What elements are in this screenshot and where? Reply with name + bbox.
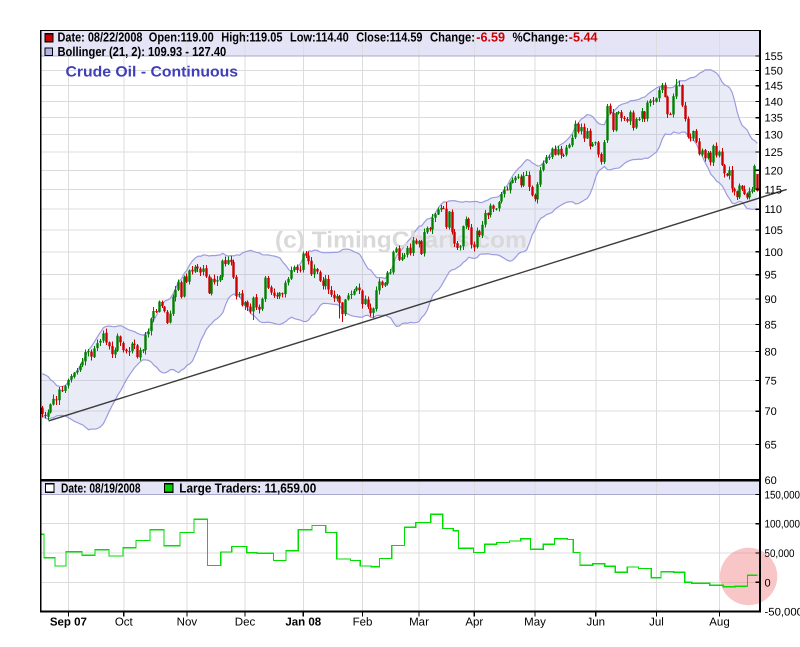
svg-text:85: 85 bbox=[765, 319, 777, 331]
svg-text:Date: 08/22/2008: Date: 08/22/2008 bbox=[58, 30, 143, 45]
svg-text:Dec: Dec bbox=[235, 617, 256, 629]
svg-text:65: 65 bbox=[765, 439, 777, 451]
svg-text:-6.59: -6.59 bbox=[476, 30, 505, 45]
svg-text:-50,000: -50,000 bbox=[765, 607, 800, 619]
svg-text:70: 70 bbox=[765, 406, 777, 418]
svg-text:115: 115 bbox=[765, 184, 783, 196]
svg-text:Mar: Mar bbox=[409, 617, 429, 629]
svg-text:Low:114.40: Low:114.40 bbox=[290, 30, 349, 45]
svg-text:145: 145 bbox=[765, 81, 783, 93]
svg-text:Jun: Jun bbox=[587, 617, 606, 629]
svg-text:Feb: Feb bbox=[353, 617, 373, 629]
svg-text:135: 135 bbox=[765, 113, 783, 125]
svg-text:80: 80 bbox=[765, 347, 777, 359]
svg-text:Open:119.00: Open:119.00 bbox=[149, 30, 214, 45]
svg-text:%Change:: %Change: bbox=[513, 30, 569, 45]
svg-text:Close:114.59: Close:114.59 bbox=[356, 30, 422, 45]
svg-text:130: 130 bbox=[765, 130, 783, 142]
svg-text:Crude Oil - Continuous: Crude Oil - Continuous bbox=[66, 65, 239, 81]
svg-text:0: 0 bbox=[765, 577, 771, 589]
svg-text:105: 105 bbox=[765, 225, 783, 237]
svg-text:60: 60 bbox=[765, 475, 777, 487]
svg-text:110: 110 bbox=[765, 204, 783, 216]
svg-text:90: 90 bbox=[765, 294, 777, 306]
svg-text:95: 95 bbox=[765, 270, 777, 282]
svg-text:Jan 08: Jan 08 bbox=[285, 617, 321, 629]
svg-text:155: 155 bbox=[765, 51, 783, 63]
svg-text:Large Traders: 11,659.00: Large Traders: 11,659.00 bbox=[179, 481, 316, 496]
svg-text:Aug: Aug bbox=[709, 617, 729, 629]
svg-text:150,000: 150,000 bbox=[765, 489, 800, 501]
svg-text:Jul: Jul bbox=[649, 617, 664, 629]
svg-text:150: 150 bbox=[765, 66, 783, 78]
svg-text:50,000: 50,000 bbox=[765, 548, 795, 560]
svg-text:May: May bbox=[524, 617, 546, 629]
svg-text:Oct: Oct bbox=[115, 617, 134, 629]
svg-text:High:119.05: High:119.05 bbox=[221, 30, 282, 45]
svg-text:Sep 07: Sep 07 bbox=[50, 617, 87, 629]
svg-text:125: 125 bbox=[765, 147, 783, 159]
svg-text:140: 140 bbox=[765, 96, 783, 108]
svg-text:75: 75 bbox=[765, 375, 777, 387]
svg-text:100,000: 100,000 bbox=[765, 519, 800, 531]
svg-text:120: 120 bbox=[765, 165, 783, 177]
svg-text:Change:: Change: bbox=[430, 30, 475, 45]
svg-text:-5.44: -5.44 bbox=[569, 30, 598, 45]
svg-text:Apr: Apr bbox=[465, 617, 483, 629]
svg-text:100: 100 bbox=[765, 247, 783, 259]
svg-text:(c) TimingCharts.com: (c) TimingCharts.com bbox=[275, 226, 527, 252]
svg-text:Nov: Nov bbox=[177, 617, 198, 629]
svg-text:Bollinger (21, 2): 109.93 - 12: Bollinger (21, 2): 109.93 - 127.40 bbox=[58, 44, 227, 59]
svg-text:Date: 08/19/2008: Date: 08/19/2008 bbox=[61, 481, 141, 496]
